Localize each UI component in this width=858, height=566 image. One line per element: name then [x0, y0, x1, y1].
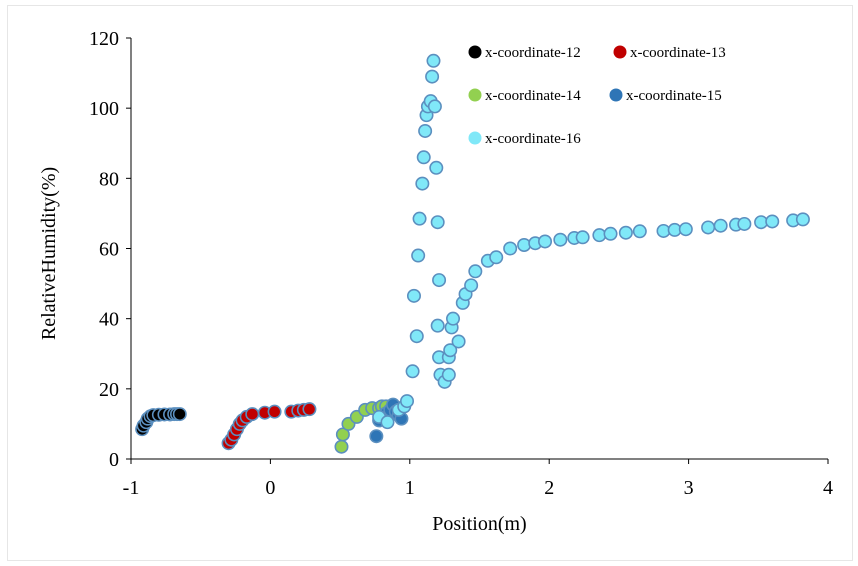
data-points — [135, 53, 810, 454]
data-point-series-5 — [446, 311, 461, 326]
data-point-series-2 — [302, 402, 317, 417]
data-point-series-1 — [172, 407, 187, 422]
data-point-series-5 — [430, 215, 445, 230]
data-point-series-5 — [427, 99, 442, 114]
y-tick-label: 20 — [99, 379, 119, 401]
data-point-series-5 — [678, 222, 693, 237]
legend-label: x-coordinate-13 — [630, 45, 726, 61]
y-tick-label: 120 — [89, 28, 119, 50]
data-point-series-5 — [415, 176, 430, 191]
data-point-series-5 — [503, 241, 518, 256]
data-point-series-5 — [765, 214, 780, 229]
legend-marker — [468, 131, 482, 145]
data-point-series-5 — [416, 150, 431, 165]
data-point-series-5 — [409, 329, 424, 344]
data-point-series-5 — [418, 123, 433, 138]
data-point-series-5 — [380, 415, 395, 430]
y-tick-label: 60 — [99, 239, 119, 261]
data-point-series-5 — [701, 220, 716, 235]
data-point-series-5 — [430, 318, 445, 333]
chart-frame: 0 20 40 60 80 100 120 -1 0 1 2 3 4 x-coordinate-12 x-… — [7, 5, 853, 561]
data-point-series-5 — [795, 212, 810, 227]
data-point-series-5 — [412, 211, 427, 226]
legend: x-coordinate-12 x-coordinate-13 x-coordina… — [468, 45, 726, 147]
x-tick-label: 3 — [684, 477, 694, 499]
legend-marker — [468, 45, 482, 59]
data-point-series-5 — [464, 278, 479, 293]
x-tick-label: 4 — [823, 477, 833, 499]
data-point-series-5 — [432, 273, 447, 288]
x-axis-title: Position(m) — [432, 513, 526, 535]
x-tick-label: 2 — [544, 477, 554, 499]
data-point-series-5 — [517, 237, 532, 252]
data-point-series-5 — [553, 232, 568, 247]
legend-label: x-coordinate-12 — [485, 45, 581, 61]
data-point-series-5 — [441, 367, 456, 382]
data-point-series-3 — [334, 439, 349, 454]
data-point-series-4 — [369, 429, 384, 444]
data-point-series-5 — [451, 334, 466, 349]
data-point-series-3 — [335, 427, 350, 442]
legend-marker — [609, 88, 623, 102]
y-tick-label: 80 — [99, 168, 119, 190]
data-point-series-5 — [425, 69, 440, 84]
x-tick-label: -1 — [123, 477, 140, 499]
data-point-series-2 — [267, 404, 282, 419]
y-axis-title: RelativeHumidity(%) — [38, 167, 60, 340]
legend-label: x-coordinate-14 — [485, 88, 581, 104]
data-point-series-5 — [405, 364, 420, 379]
legend-label: x-coordinate-16 — [485, 131, 581, 147]
data-point-series-5 — [426, 53, 441, 68]
data-point-series-5 — [538, 234, 553, 249]
legend-label: x-coordinate-15 — [626, 88, 722, 104]
data-point-series-5 — [443, 343, 458, 358]
data-point-series-5 — [468, 264, 483, 279]
legend-marker — [468, 88, 482, 102]
data-point-series-5 — [429, 160, 444, 175]
y-tick-label: 40 — [99, 309, 119, 331]
data-point-series-5 — [737, 216, 752, 231]
data-point-series-5 — [575, 230, 590, 245]
y-tick-label: 100 — [89, 98, 119, 120]
data-point-series-5 — [603, 226, 618, 241]
data-point-series-5 — [411, 248, 426, 263]
data-point-series-5 — [618, 225, 633, 240]
y-tick-label: 0 — [109, 449, 119, 471]
data-point-series-5 — [489, 250, 504, 265]
x-tick-label: 0 — [265, 477, 275, 499]
data-point-series-2 — [245, 407, 260, 422]
x-tick-label: 1 — [405, 477, 415, 499]
data-point-series-5 — [400, 394, 415, 409]
legend-marker — [613, 45, 627, 59]
data-point-series-5 — [632, 224, 647, 239]
data-point-series-5 — [713, 218, 728, 233]
data-point-series-5 — [406, 288, 421, 303]
